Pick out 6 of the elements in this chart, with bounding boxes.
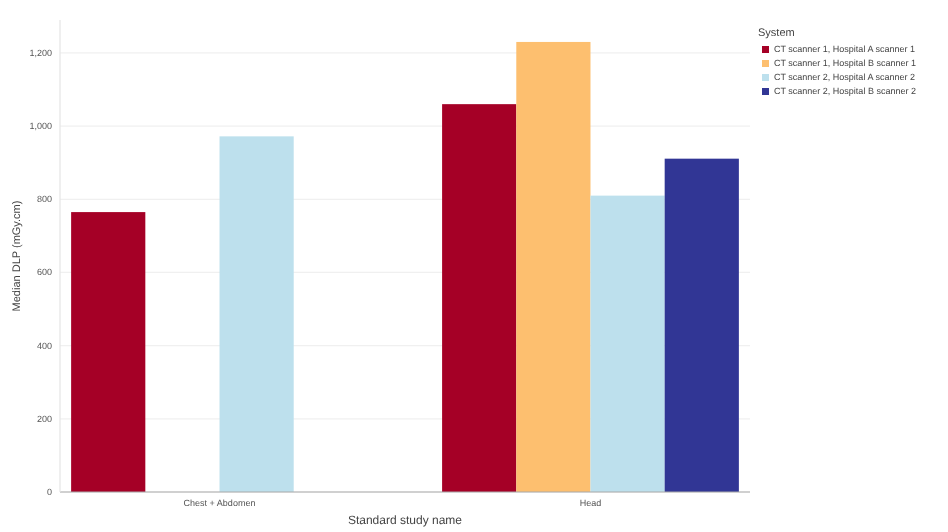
bar	[219, 136, 294, 492]
bar	[590, 195, 665, 492]
bar	[516, 41, 591, 492]
bar	[442, 104, 517, 492]
bar	[664, 158, 739, 492]
bar	[71, 212, 146, 492]
